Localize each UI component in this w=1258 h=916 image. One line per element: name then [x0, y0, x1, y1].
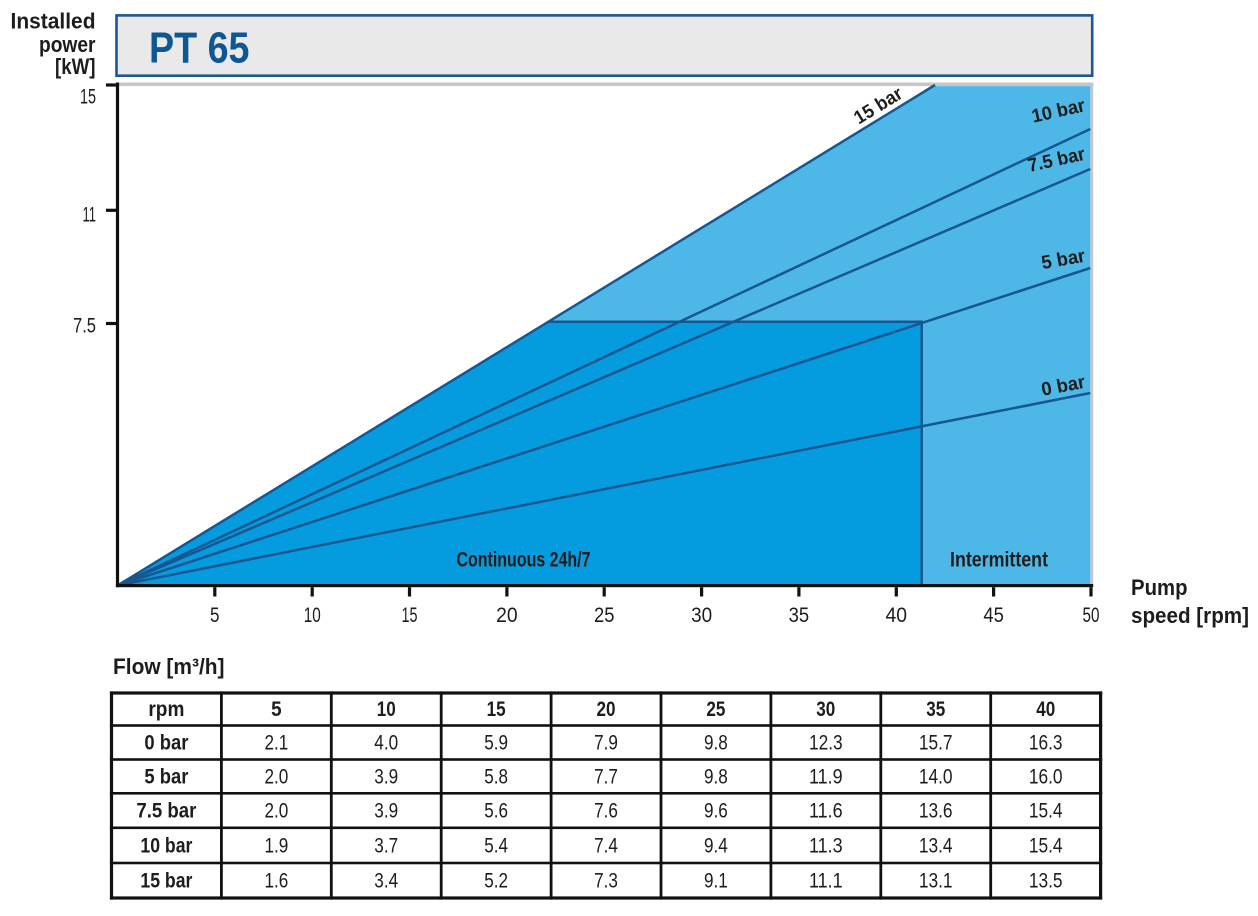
svg-text:20: 20 [597, 698, 616, 721]
svg-text:5.4: 5.4 [484, 834, 508, 857]
svg-text:10 bar: 10 bar [140, 834, 192, 857]
svg-text:5: 5 [271, 698, 282, 721]
svg-text:Intermittent: Intermittent [950, 549, 1048, 572]
svg-text:7.6: 7.6 [594, 800, 618, 823]
svg-text:4.0: 4.0 [374, 732, 398, 755]
svg-text:5.6: 5.6 [484, 800, 508, 823]
svg-text:2.0: 2.0 [265, 765, 289, 788]
svg-text:1.6: 1.6 [265, 870, 289, 893]
svg-text:Flow [m³/h]: Flow [m³/h] [113, 654, 225, 679]
svg-text:3.7: 3.7 [374, 834, 398, 857]
svg-text:rpm: rpm [148, 698, 184, 721]
svg-text:5 bar: 5 bar [144, 765, 188, 788]
svg-text:7.3: 7.3 [594, 870, 618, 893]
svg-text:16.3: 16.3 [1029, 732, 1063, 755]
svg-text:3.4: 3.4 [374, 870, 398, 893]
svg-text:5.2: 5.2 [484, 870, 508, 893]
svg-text:14.0: 14.0 [919, 765, 953, 788]
svg-text:40: 40 [886, 604, 908, 627]
svg-text:9.6: 9.6 [704, 800, 728, 823]
svg-text:Pump: Pump [1131, 575, 1188, 600]
svg-text:9.8: 9.8 [704, 765, 728, 788]
svg-text:50: 50 [1083, 604, 1100, 627]
svg-text:9.8: 9.8 [704, 732, 728, 755]
svg-text:15: 15 [487, 698, 506, 721]
svg-text:45: 45 [983, 604, 1004, 627]
svg-text:5.9: 5.9 [484, 732, 508, 755]
svg-text:10: 10 [377, 698, 396, 721]
svg-text:3.9: 3.9 [374, 765, 398, 788]
svg-text:speed [rpm]: speed [rpm] [1131, 603, 1249, 628]
svg-text:35: 35 [926, 698, 945, 721]
svg-text:11: 11 [83, 204, 97, 227]
svg-text:11.1: 11.1 [809, 870, 843, 893]
svg-text:9.4: 9.4 [704, 834, 728, 857]
svg-text:13.5: 13.5 [1029, 870, 1063, 893]
svg-text:30: 30 [691, 604, 712, 627]
svg-text:7.7: 7.7 [594, 765, 618, 788]
svg-text:13.4: 13.4 [919, 834, 953, 857]
svg-text:13.1: 13.1 [919, 870, 953, 893]
svg-text:20: 20 [496, 604, 518, 627]
svg-text:25: 25 [706, 698, 725, 721]
svg-text:PT 65: PT 65 [149, 23, 250, 72]
svg-text:16.0: 16.0 [1029, 765, 1063, 788]
svg-text:7.5: 7.5 [73, 315, 96, 338]
svg-text:15.7: 15.7 [919, 732, 953, 755]
svg-text:Installed: Installed [11, 9, 96, 34]
svg-text:35: 35 [789, 604, 810, 627]
svg-text:11.6: 11.6 [809, 800, 843, 823]
svg-text:15: 15 [402, 604, 418, 627]
svg-text:40: 40 [1036, 698, 1055, 721]
svg-text:10: 10 [304, 604, 321, 627]
svg-text:15.4: 15.4 [1029, 834, 1063, 857]
svg-text:Continuous 24h/7: Continuous 24h/7 [457, 549, 591, 572]
svg-text:7.9: 7.9 [594, 732, 618, 755]
svg-text:7.5 bar: 7.5 bar [136, 800, 196, 823]
svg-text:15 bar: 15 bar [140, 870, 192, 893]
svg-text:9.1: 9.1 [704, 870, 728, 893]
svg-text:3.9: 3.9 [374, 800, 398, 823]
svg-text:[kW]: [kW] [55, 54, 96, 79]
svg-text:30: 30 [816, 698, 835, 721]
svg-text:2.0: 2.0 [265, 800, 289, 823]
svg-text:11.9: 11.9 [809, 765, 843, 788]
svg-text:5.8: 5.8 [484, 765, 508, 788]
svg-text:0 bar: 0 bar [144, 732, 188, 755]
svg-text:15: 15 [80, 86, 96, 109]
svg-text:25: 25 [594, 604, 615, 627]
svg-text:12.3: 12.3 [809, 732, 843, 755]
svg-text:7.4: 7.4 [594, 834, 618, 857]
svg-text:5: 5 [210, 604, 220, 627]
svg-text:1.9: 1.9 [265, 834, 289, 857]
svg-text:13.6: 13.6 [919, 800, 953, 823]
svg-text:power: power [39, 32, 96, 57]
svg-text:2.1: 2.1 [265, 732, 289, 755]
svg-text:15.4: 15.4 [1029, 800, 1063, 823]
svg-text:11.3: 11.3 [809, 834, 843, 857]
